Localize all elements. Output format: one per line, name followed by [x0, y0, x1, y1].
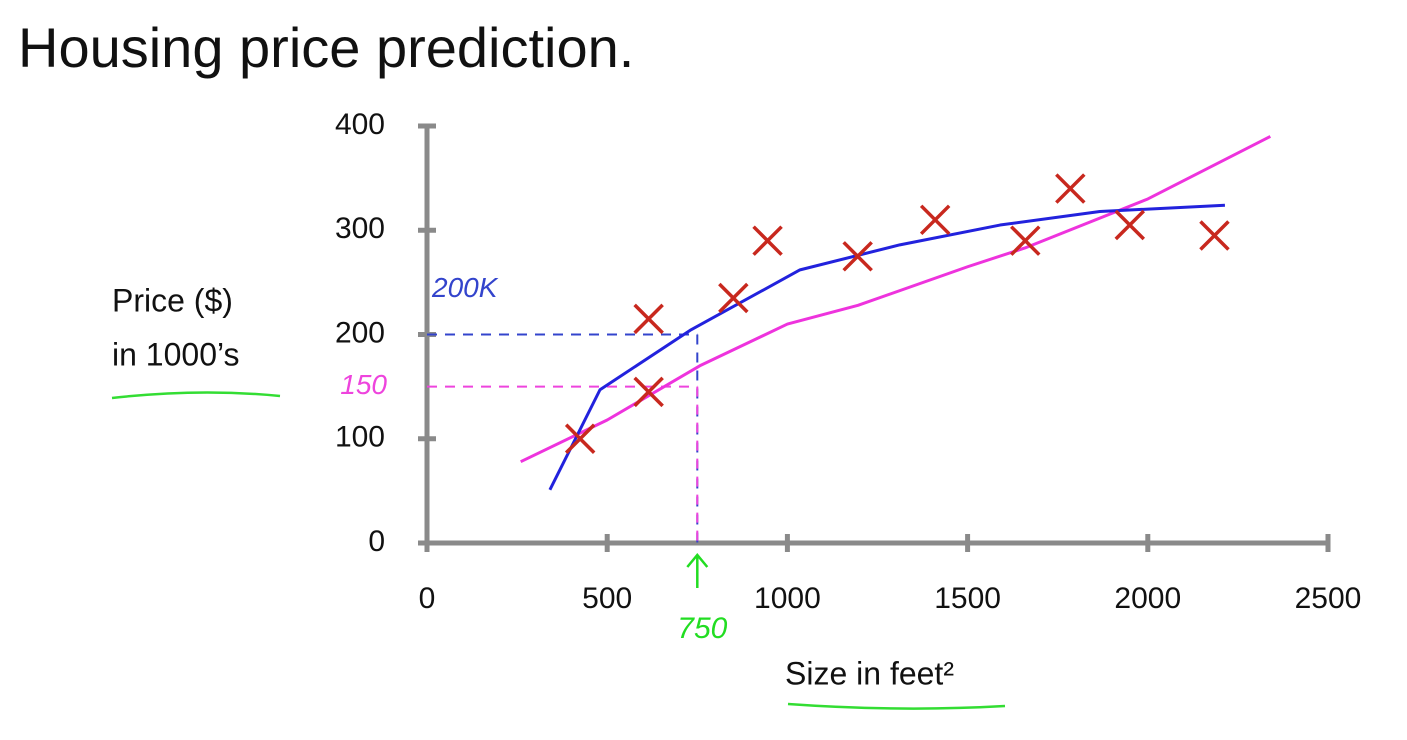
data-point [633, 303, 664, 335]
data-point [1199, 220, 1230, 251]
y-tick-label: 0 [368, 525, 385, 558]
annotation: 150 [340, 369, 387, 400]
data-point [718, 282, 749, 314]
arrow [686, 553, 709, 588]
data-point [752, 225, 783, 256]
y-axis-label: in 1000’s [112, 336, 240, 372]
data-point [1010, 225, 1041, 256]
data-point [564, 423, 596, 454]
chart-title: Housing price prediction. [18, 16, 634, 79]
data-point [1114, 209, 1146, 241]
y-tick-label: 100 [335, 421, 385, 454]
data-point [1055, 173, 1086, 204]
data-point [633, 376, 664, 408]
underline [787, 702, 1006, 710]
x-tick-label: 0 [419, 582, 436, 615]
x-axis-label: Size in feet² [785, 655, 954, 691]
x-tick-label: 500 [582, 582, 632, 615]
underline [111, 391, 281, 400]
y-axis-label: Price ($) [112, 282, 233, 318]
x-tick-label: 1000 [754, 582, 821, 615]
annotation: 750 [677, 612, 727, 645]
x-tick-label: 2500 [1295, 582, 1362, 615]
fit-curve [548, 203, 1226, 491]
y-tick-label: 200 [335, 316, 385, 349]
fit-curve [520, 135, 1272, 464]
y-tick-label: 400 [335, 108, 385, 141]
x-tick-label: 2000 [1114, 582, 1181, 615]
data-point [842, 241, 873, 272]
data-point [919, 204, 951, 236]
y-tick-label: 300 [335, 212, 385, 245]
annotation: 200K [431, 272, 499, 303]
x-tick-label: 1500 [934, 582, 1001, 615]
